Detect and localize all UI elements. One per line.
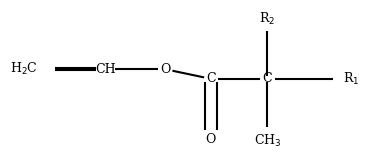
Text: R$_2$: R$_2$ (259, 10, 275, 27)
Text: O: O (206, 133, 216, 146)
Text: CH: CH (95, 63, 116, 76)
Text: C: C (206, 72, 216, 85)
Text: O: O (160, 63, 171, 76)
Text: CH$_3$: CH$_3$ (254, 133, 281, 149)
Text: R$_1$: R$_1$ (342, 71, 359, 87)
Text: H$_2$C: H$_2$C (10, 61, 38, 77)
Text: C: C (262, 72, 272, 85)
